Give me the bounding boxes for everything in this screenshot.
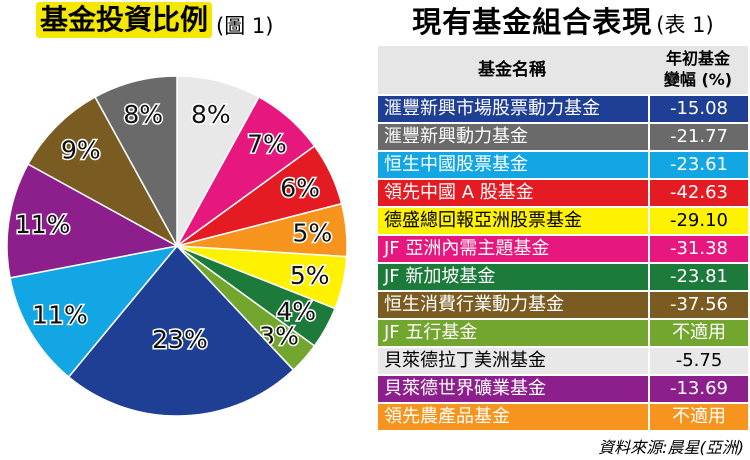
fund-change-cell: -5.75 (650, 348, 748, 374)
table-header: 基金名稱 年初基金 變幅 (%) (378, 46, 748, 94)
fund-change-cell: 不適用 (650, 320, 748, 346)
fund-change-cell: -23.61 (650, 152, 748, 178)
pie-slice-label: 23% (152, 325, 208, 354)
pie-slice-label: 5% (293, 219, 333, 248)
pie-slice-label: 11% (15, 210, 71, 239)
pie-slice (9, 244, 179, 379)
table-row: 領先農產品基金 不適用 (378, 404, 748, 430)
fund-name-cell: JF 亞洲內需主題基金 (378, 236, 648, 262)
pie-slice-label: 11% (32, 301, 88, 330)
pie-slice-label: 8% (191, 100, 231, 129)
pie-slice-label: 6% (280, 174, 320, 203)
fund-name-cell: 貝萊德拉丁美洲基金 (378, 348, 648, 374)
table-row: 恒生中國股票基金 -23.61 (378, 152, 748, 178)
table-title-sub: (表 1) (656, 13, 714, 37)
fund-change-cell: -21.77 (650, 124, 748, 150)
source-note: 資料來源:晨星(亞洲) (598, 438, 744, 457)
table-row: 貝萊德拉丁美洲基金 -5.75 (378, 348, 748, 374)
fund-name-cell: 領先中國 A 股基金 (378, 180, 648, 206)
pie-title: 基金投資比例 (圖 1) (36, 2, 273, 40)
fund-name-cell: 恒生中國股票基金 (378, 152, 648, 178)
fund-name-cell: 恒生消費行業動力基金 (378, 292, 648, 318)
fund-change-cell: -42.63 (650, 180, 748, 206)
pie-panel: 基金投資比例 (圖 1) 8% 7% 6% 5% 5% 4% 3% 23% 11% 11% 9% 8% (0, 0, 372, 460)
pie-slice (67, 244, 295, 417)
fund-change-cell: -29.10 (650, 208, 748, 234)
table-panel: 現有基金組合表現 (表 1) 基金名稱 年初基金 變幅 (%) 滙豐新興市場股票動… (376, 0, 750, 460)
pie-title-main: 基金投資比例 (36, 2, 213, 38)
pie-slice (94, 75, 178, 247)
fund-change-cell: 不適用 (650, 404, 748, 430)
table-row: 滙豐新興動力基金 -21.77 (378, 124, 748, 150)
pie-slice-label: 8% (123, 100, 163, 129)
fund-name-cell: 滙豐新興動力基金 (378, 124, 648, 150)
fund-name-cell: JF 五行基金 (378, 320, 648, 346)
pie-slice-label: 5% (290, 261, 330, 290)
pie-chart: 8%7%6%5%5%4%3%23%11%11%9%8% (6, 75, 348, 417)
pie-slice-label: 9% (61, 135, 101, 164)
header-change-line2: 變幅 (%) (663, 70, 733, 89)
table-row: JF 新加坡基金 -23.81 (378, 264, 748, 290)
pie-title-sub: (圖 1) (216, 13, 274, 38)
header-fund-name: 基金名稱 (478, 60, 546, 80)
table-row: 貝萊德世界礦業基金 -13.69 (378, 376, 748, 402)
fund-change-cell: -15.08 (650, 96, 748, 122)
fund-change-cell: -31.38 (650, 236, 748, 262)
fund-name-cell: 貝萊德世界礦業基金 (378, 376, 648, 402)
pie-slice-label: 7% (247, 129, 287, 158)
header-change: 年初基金 變幅 (%) (648, 48, 748, 90)
fund-name-cell: JF 新加坡基金 (378, 264, 648, 290)
table-row: 滙豐新興市場股票動力基金 -15.08 (378, 96, 748, 122)
pie-slice (27, 96, 179, 248)
fund-name-cell: 滙豐新興市場股票動力基金 (378, 96, 648, 122)
header-change-line1: 年初基金 (665, 49, 730, 68)
table-row: 領先中國 A 股基金 -42.63 (378, 180, 748, 206)
table-row: JF 五行基金 不適用 (378, 320, 748, 346)
pie-slice-label: 4% (276, 297, 316, 326)
table-row: JF 亞洲內需主題基金 -31.38 (378, 236, 748, 262)
fund-name-cell: 領先農產品基金 (378, 404, 648, 430)
table-row: 恒生消費行業動力基金 -37.56 (378, 292, 748, 318)
table-title: 現有基金組合表現 (表 1) (376, 2, 750, 42)
pie-slice (6, 163, 180, 279)
table-title-main: 現有基金組合表現 (412, 5, 653, 39)
fund-change-cell: -13.69 (650, 376, 748, 402)
fund-change-cell: -37.56 (650, 292, 748, 318)
fund-change-cell: -23.81 (650, 264, 748, 290)
fund-name-cell: 德盛總回報亞洲股票基金 (378, 208, 648, 234)
table-row: 德盛總回報亞洲股票基金 -29.10 (378, 208, 748, 234)
